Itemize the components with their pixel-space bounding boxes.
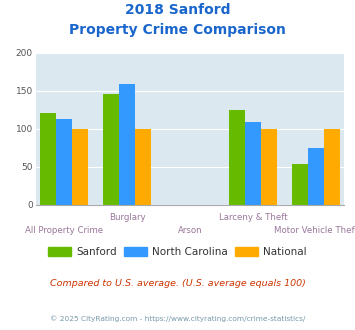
Text: Burglary: Burglary — [109, 213, 145, 222]
Bar — [119, 84, 135, 205]
Bar — [261, 129, 277, 205]
Bar — [72, 129, 88, 205]
Text: Motor Vehicle Theft: Motor Vehicle Theft — [274, 226, 355, 235]
Bar — [324, 129, 340, 205]
Bar — [308, 148, 324, 205]
Bar — [135, 129, 151, 205]
Bar — [245, 122, 261, 205]
Bar — [56, 119, 72, 205]
Text: Compared to U.S. average. (U.S. average equals 100): Compared to U.S. average. (U.S. average … — [50, 279, 305, 288]
Bar — [40, 113, 56, 205]
Text: © 2025 CityRating.com - https://www.cityrating.com/crime-statistics/: © 2025 CityRating.com - https://www.city… — [50, 315, 305, 322]
Text: All Property Crime: All Property Crime — [25, 226, 103, 235]
Text: 2018 Sanford: 2018 Sanford — [125, 3, 230, 17]
Text: Larceny & Theft: Larceny & Theft — [219, 213, 287, 222]
Bar — [292, 164, 308, 205]
Bar — [229, 110, 245, 205]
Text: Arson: Arson — [178, 226, 202, 235]
Legend: Sanford, North Carolina, National: Sanford, North Carolina, National — [44, 243, 311, 261]
Bar — [103, 94, 119, 205]
Text: Property Crime Comparison: Property Crime Comparison — [69, 23, 286, 37]
